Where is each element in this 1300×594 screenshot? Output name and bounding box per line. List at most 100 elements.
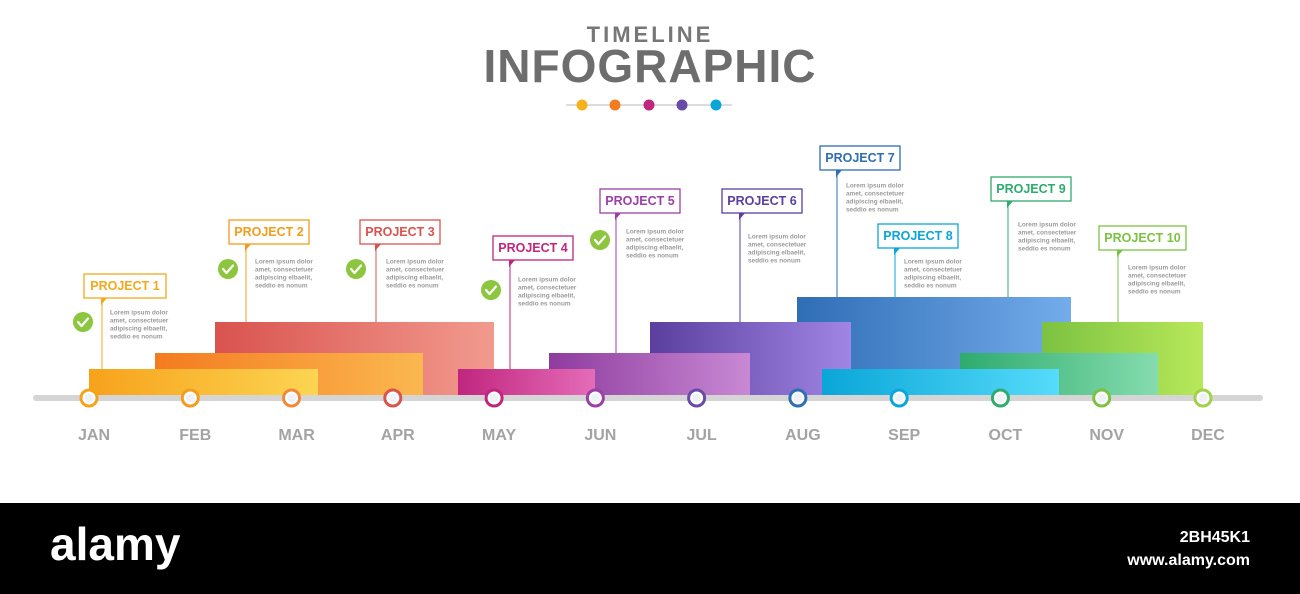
- month-label: FEB: [179, 427, 211, 444]
- project-description: Lorem ipsum dolor: [904, 259, 962, 266]
- month-label: OCT: [989, 427, 1023, 444]
- label-pointer: [894, 248, 900, 255]
- project-description: Lorem ipsum dolor: [1018, 222, 1076, 229]
- month-marker-inner: [287, 393, 297, 403]
- project-description: adipiscing elbaelit,: [518, 293, 575, 300]
- project-description: amet, consectetuer: [846, 191, 905, 198]
- label-pointer: [509, 260, 515, 267]
- month-marker-inner: [185, 393, 195, 403]
- project-description: seddio es nonum: [255, 283, 308, 290]
- project-description: seddio es nonum: [110, 334, 163, 341]
- project-description: adipiscing elbaelit,: [904, 275, 961, 282]
- label-pointer: [836, 170, 842, 177]
- check-mark: [484, 285, 498, 296]
- project-description: Lorem ipsum dolor: [748, 234, 806, 241]
- project-label-box: [359, 219, 441, 245]
- project-description: seddio es nonum: [1018, 246, 1071, 253]
- project-label: PROJECT 3: [365, 225, 435, 239]
- label-pointer: [101, 298, 107, 305]
- project-label-box: [990, 176, 1072, 202]
- month-label: APR: [381, 427, 415, 444]
- project-label-box: [1098, 225, 1187, 251]
- month-marker-inner: [793, 393, 803, 403]
- project-description: seddio es nonum: [626, 253, 679, 260]
- project-description: adipiscing elbaelit,: [255, 275, 312, 282]
- project-description: adipiscing elbaelit,: [1018, 238, 1075, 245]
- label-pointer: [1007, 201, 1013, 208]
- month-marker-inner: [84, 393, 94, 403]
- footer-band: [0, 503, 1300, 594]
- project-description: amet, consectetuer: [386, 267, 445, 274]
- project-label: PROJECT 5: [605, 194, 675, 208]
- check-icon: [73, 312, 93, 332]
- month-label: DEC: [1191, 427, 1225, 444]
- project-bar: [458, 369, 595, 396]
- title-dot: [576, 99, 588, 111]
- label-pointer: [615, 213, 621, 220]
- project-description: amet, consectetuer: [110, 318, 169, 325]
- check-icon: [218, 259, 238, 279]
- month-marker-inner: [388, 393, 398, 403]
- project-description: Lorem ipsum dolor: [255, 259, 313, 266]
- project-description: seddio es nonum: [846, 207, 899, 214]
- project-description: seddio es nonum: [1128, 289, 1181, 296]
- label-pointer: [375, 244, 381, 251]
- project-description: Lorem ipsum dolor: [846, 183, 904, 190]
- url: www.alamy.com: [1126, 552, 1250, 569]
- check-icon: [346, 259, 366, 279]
- brand: alamy: [50, 518, 181, 570]
- project-description: Lorem ipsum dolor: [1128, 265, 1186, 272]
- project-description: amet, consectetuer: [1018, 230, 1077, 237]
- project-description: Lorem ipsum dolor: [626, 229, 684, 236]
- project-description: amet, consectetuer: [626, 237, 685, 244]
- title-dot: [609, 99, 621, 111]
- project-label-box: [83, 273, 167, 299]
- project-label-box: [877, 223, 959, 249]
- project-description: Lorem ipsum dolor: [518, 277, 576, 284]
- month-label: SEP: [888, 427, 920, 444]
- title-dot: [676, 99, 688, 111]
- image-id: 2BH45K1: [1180, 529, 1250, 546]
- project-description: amet, consectetuer: [255, 267, 314, 274]
- project-label: PROJECT 10: [1104, 231, 1180, 245]
- project-label-box: [228, 219, 310, 245]
- project-description: adipiscing elbaelit,: [846, 199, 903, 206]
- check-mark: [221, 264, 235, 275]
- project-description: adipiscing elbaelit,: [626, 245, 683, 252]
- title-dot: [643, 99, 655, 111]
- month-label: JUN: [584, 427, 616, 444]
- project-description: seddio es nonum: [518, 301, 571, 308]
- project-description: adipiscing elbaelit,: [386, 275, 443, 282]
- project-description: amet, consectetuer: [518, 285, 577, 292]
- project-description: adipiscing elbaelit,: [1128, 281, 1185, 288]
- month-label: MAR: [278, 427, 315, 444]
- label-pointer: [245, 244, 251, 251]
- month-marker-inner: [1198, 393, 1208, 403]
- project-label: PROJECT 1: [90, 279, 160, 293]
- month-label: JUL: [687, 427, 717, 444]
- project-description: seddio es nonum: [748, 258, 801, 265]
- check-mark: [76, 317, 90, 328]
- project-label-box: [492, 235, 574, 261]
- subtitle: INFOGRAPHIC: [484, 40, 817, 92]
- project-description: seddio es nonum: [386, 283, 439, 290]
- project-label-box: [819, 145, 901, 171]
- month-marker-inner: [894, 393, 904, 403]
- title-dot: [710, 99, 722, 111]
- project-label: PROJECT 2: [234, 225, 304, 239]
- project-description: amet, consectetuer: [748, 242, 807, 249]
- label-pointer: [1117, 250, 1123, 257]
- month-label: AUG: [785, 427, 821, 444]
- project-label: PROJECT 6: [727, 194, 797, 208]
- month-marker-inner: [995, 393, 1005, 403]
- month-label: NOV: [1089, 427, 1124, 444]
- project-description: Lorem ipsum dolor: [110, 310, 168, 317]
- project-label-box: [721, 188, 803, 214]
- month-marker-inner: [1097, 393, 1107, 403]
- project-description: adipiscing elbaelit,: [110, 326, 167, 333]
- project-description: amet, consectetuer: [904, 267, 963, 274]
- check-icon: [590, 230, 610, 250]
- project-description: Lorem ipsum dolor: [386, 259, 444, 266]
